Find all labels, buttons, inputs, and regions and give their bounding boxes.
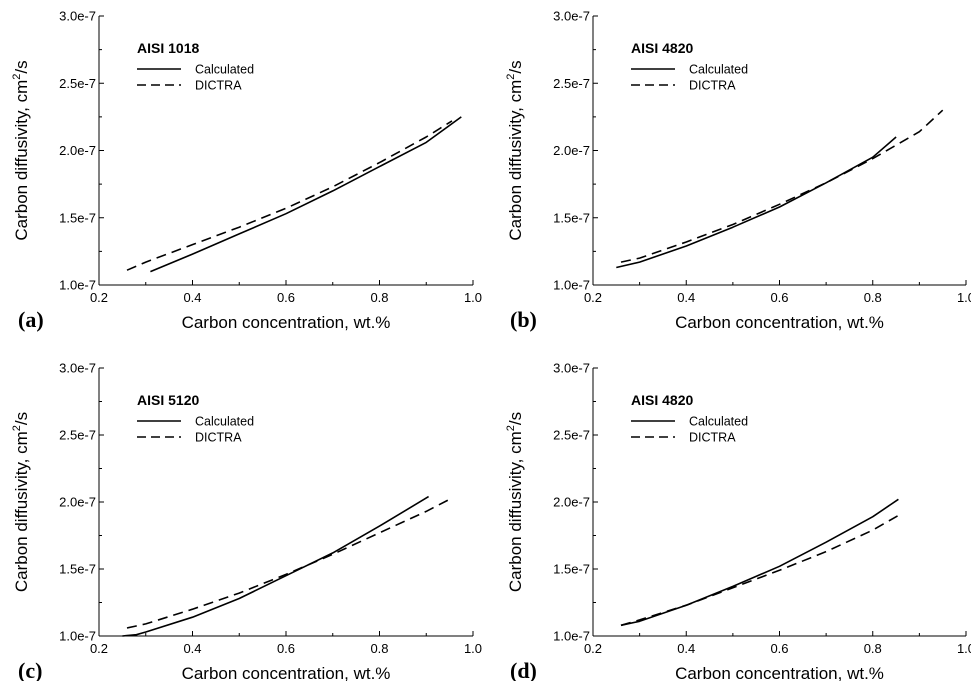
- y-tick-label: 2.0e-7: [59, 495, 96, 510]
- y-tick-label: 1.0e-7: [553, 278, 590, 293]
- y-tick-label: 1.5e-7: [553, 562, 590, 577]
- y-axis-label: Carbon diffusivity, cm2/s: [11, 412, 31, 592]
- y-tick-label: 3.0e-7: [553, 9, 590, 24]
- y-tick-label: 1.0e-7: [59, 278, 96, 293]
- x-tick-label: 0.2: [584, 641, 602, 656]
- y-tick-label: 1.5e-7: [553, 210, 590, 225]
- x-tick-label: 0.4: [183, 290, 201, 305]
- x-tick-label: 0.6: [770, 290, 788, 305]
- series-line-dictra: [126, 120, 453, 271]
- series-line-dictra: [620, 109, 944, 263]
- x-tick-label: 1.0: [464, 641, 482, 656]
- x-tick-label: 0.4: [677, 641, 695, 656]
- x-axis-label: Carbon concentration, wt.%: [675, 664, 884, 681]
- series-line-calculated: [616, 136, 897, 269]
- x-tick-label: 0.4: [183, 641, 201, 656]
- legend-label-dictra: DICTRA: [689, 79, 736, 93]
- x-tick-label: 0.8: [370, 290, 388, 305]
- x-tick-label: 0.2: [90, 641, 108, 656]
- x-tick-label: 0.8: [864, 290, 882, 305]
- panel-1: 1.0e-7 1.5e-7 2.0e-7 2.5e-7 3.0e-7 0.2 0.4 0.6 0…: [11, 9, 482, 333]
- x-tick-label: 0.6: [277, 290, 295, 305]
- x-tick-label: 1.0: [957, 641, 971, 656]
- y-tick-label: 2.0e-7: [59, 143, 96, 158]
- x-tick-label: 0.4: [677, 290, 695, 305]
- series-line-calculated: [122, 495, 430, 637]
- series-line-dictra: [620, 514, 899, 627]
- x-tick-label: 0.2: [90, 290, 108, 305]
- panel-label: (b): [510, 307, 537, 332]
- chart-title: AISI 1018: [137, 40, 199, 56]
- legend-label-calculated: Calculated: [689, 63, 748, 77]
- y-tick-label: 2.5e-7: [553, 428, 590, 443]
- panel-3: 1.0e-7 1.5e-7 2.0e-7 2.5e-7 3.0e-7 0.2 0.4 0.6 0…: [11, 361, 482, 681]
- legend-label-dictra: DICTRA: [689, 431, 736, 445]
- y-axis-label: Carbon diffusivity, cm2/s: [505, 412, 525, 592]
- legend-label-dictra: DICTRA: [195, 79, 242, 93]
- chart-title: AISI 5120: [137, 392, 199, 408]
- panel-2: 1.0e-7 1.5e-7 2.0e-7 2.5e-7 3.0e-7 0.2 0.4 0.6 0…: [505, 9, 971, 333]
- legend-label-calculated: Calculated: [689, 415, 748, 429]
- x-tick-label: 1.0: [464, 290, 482, 305]
- y-axis-label-sup: 2: [11, 425, 23, 431]
- legend-label-calculated: Calculated: [195, 63, 254, 77]
- x-tick-label: 0.8: [370, 641, 388, 656]
- x-tick-label: 0.2: [584, 290, 602, 305]
- y-axis-label: Carbon diffusivity, cm2/s: [505, 60, 525, 240]
- panel-label: (c): [18, 658, 42, 681]
- panel-label: (d): [510, 658, 537, 681]
- y-tick-label: 2.5e-7: [553, 76, 590, 91]
- x-axis-label: Carbon concentration, wt.%: [182, 664, 391, 681]
- y-tick-label: 3.0e-7: [59, 9, 96, 24]
- y-tick-label: 2.0e-7: [553, 143, 590, 158]
- y-axis-label-sup: 2: [505, 74, 517, 80]
- series-line-calculated: [620, 498, 899, 627]
- y-tick-label: 1.5e-7: [59, 210, 96, 225]
- y-tick-label: 2.5e-7: [59, 76, 96, 91]
- x-tick-label: 0.6: [770, 641, 788, 656]
- legend-label-calculated: Calculated: [195, 415, 254, 429]
- x-tick-label: 1.0: [957, 290, 971, 305]
- panel-4: 1.0e-7 1.5e-7 2.0e-7 2.5e-7 3.0e-7 0.2 0.4 0.6 0…: [505, 361, 971, 681]
- legend-label-dictra: DICTRA: [195, 431, 242, 445]
- chart-title: AISI 4820: [631, 40, 693, 56]
- x-axis-label: Carbon concentration, wt.%: [675, 313, 884, 332]
- y-axis-label-sup: 2: [11, 74, 23, 80]
- x-axis-label: Carbon concentration, wt.%: [182, 313, 391, 332]
- y-tick-label: 3.0e-7: [59, 361, 96, 376]
- y-tick-label: 1.0e-7: [59, 629, 96, 644]
- y-axis-label: Carbon diffusivity, cm2/s: [11, 60, 31, 240]
- series-line-dictra: [126, 498, 450, 629]
- series-line-calculated: [150, 116, 462, 273]
- y-axis-label-sup: 2: [505, 425, 517, 431]
- y-tick-label: 2.0e-7: [553, 495, 590, 510]
- chart-title: AISI 4820: [631, 392, 693, 408]
- x-tick-label: 0.8: [864, 641, 882, 656]
- y-tick-label: 3.0e-7: [553, 361, 590, 376]
- panel-label: (a): [18, 307, 44, 332]
- x-tick-label: 0.6: [277, 641, 295, 656]
- y-tick-label: 1.0e-7: [553, 629, 590, 644]
- y-tick-label: 1.5e-7: [59, 562, 96, 577]
- y-tick-label: 2.5e-7: [59, 428, 96, 443]
